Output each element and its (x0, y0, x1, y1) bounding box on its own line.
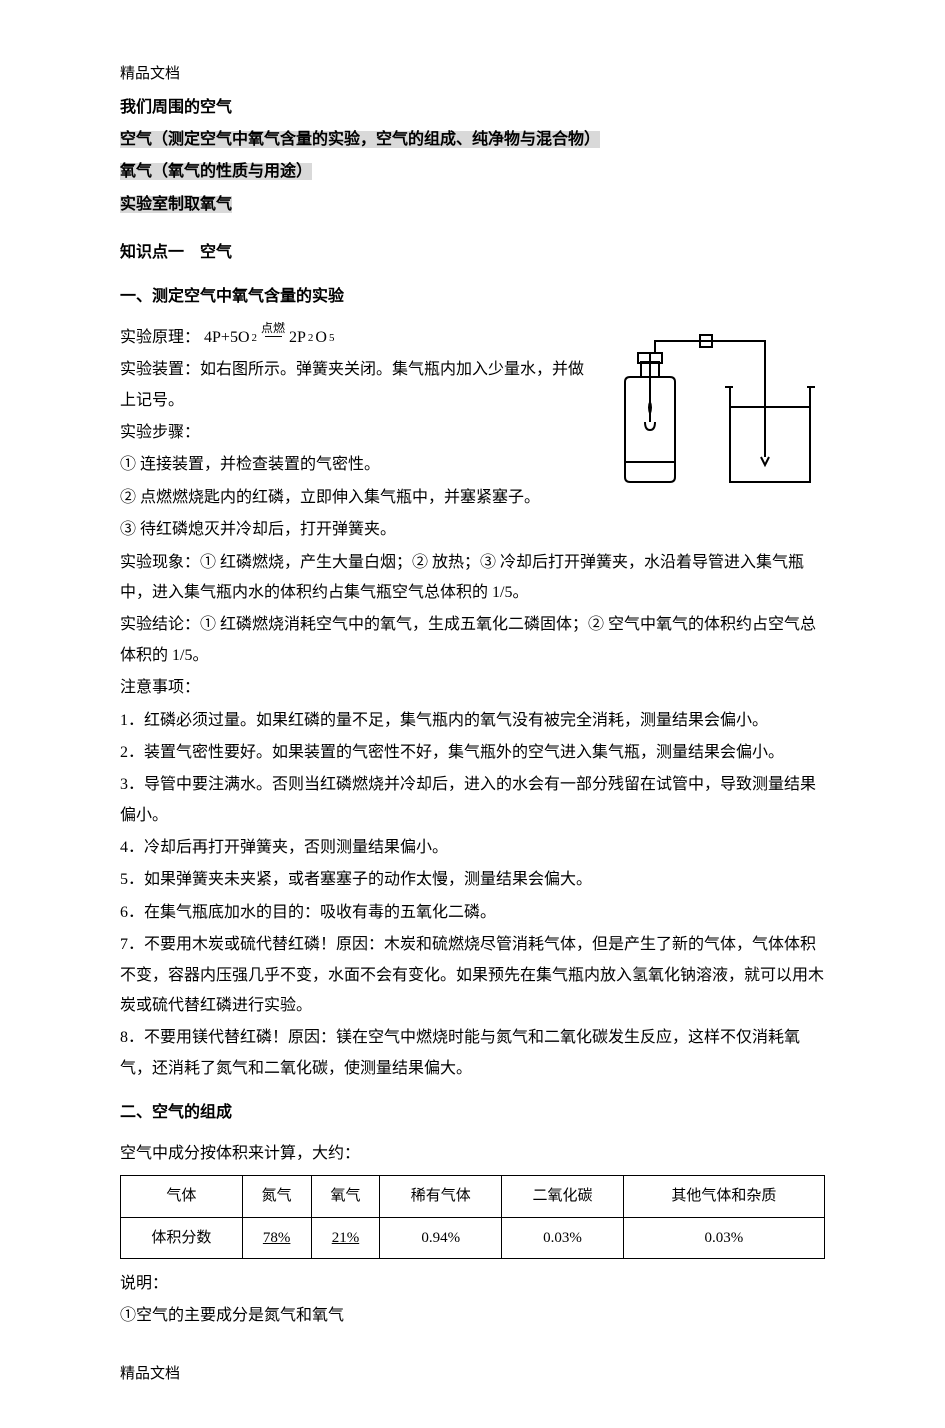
cell-fraction-label: 体积分数 (121, 1217, 243, 1259)
cell-o2: 氧气 (311, 1176, 380, 1218)
o2-value: 21% (332, 1230, 360, 1246)
note-7: 7．不要用木炭或硫代替红磷！原因：木炭和硫燃烧尽管消耗气体，但是产生了新的气体，… (120, 930, 825, 1021)
n2-value: 78% (263, 1230, 291, 1246)
formula-right-a: 2P (289, 323, 306, 353)
topic-lab: 实验室制取氧气 (120, 196, 232, 213)
note-4: 4．冷却后再打开弹簧夹，否则测量结果偏小。 (120, 833, 825, 863)
air-composition-table: 气体 氮气 氧气 稀有气体 二氧化碳 其他气体和杂质 体积分数 78% 21% … (120, 1175, 825, 1259)
table-row: 体积分数 78% 21% 0.94% 0.03% 0.03% (121, 1217, 825, 1259)
notes-label: 注意事项： (120, 673, 825, 703)
topic-air: 空气（测定空气中氧气含量的实验，空气的组成、纯净物与混合物） (120, 131, 600, 148)
step-3: ③ 待红磷熄灭并冷却后，打开弹簧夹。 (120, 515, 825, 545)
reaction-arrow: 点燃 (259, 322, 287, 349)
knowledge-point-1: 知识点一 空气 (120, 238, 825, 268)
principle-label: 实验原理： (120, 329, 200, 346)
cell-noble: 稀有气体 (380, 1176, 502, 1218)
cell-n2-val: 78% (242, 1217, 311, 1259)
note-2: 2．装置气密性要好。如果装置的气密性不好，集气瓶外的空气进入集气瓶，测量结果会偏… (120, 738, 825, 768)
table-row: 气体 氮气 氧气 稀有气体 二氧化碳 其他气体和杂质 (121, 1176, 825, 1218)
formula-right-b: O (315, 323, 327, 353)
formula-left: 4P+5O (204, 323, 249, 353)
arrow-condition: 点燃 (261, 322, 285, 335)
cell-co2: 二氧化碳 (502, 1176, 624, 1218)
cell-other-val: 0.03% (623, 1217, 824, 1259)
section-2-title: 二、空气的组成 (120, 1098, 825, 1128)
note-1: 1．红磷必须过量。如果红磷的量不足，集气瓶内的氧气没有被完全消耗，测量结果会偏小… (120, 706, 825, 736)
brand-footer: 精品文档 (120, 1360, 825, 1389)
formula-right-a-sub: 2 (308, 328, 314, 349)
section-1-title: 一、测定空气中氧气含量的实验 (120, 282, 825, 312)
topic-oxygen: 氧气（氧气的性质与用途） (120, 163, 312, 180)
explain-1: ①空气的主要成分是氮气和氧气 (120, 1301, 825, 1331)
cell-other: 其他气体和杂质 (623, 1176, 824, 1218)
cell-gas-label: 气体 (121, 1176, 243, 1218)
arrow-line (265, 336, 282, 350)
cell-noble-val: 0.94% (380, 1217, 502, 1259)
note-8: 8．不要用镁代替红磷！原因：镁在空气中燃烧时能与氮气和二氧化碳发生反应，这样不仅… (120, 1023, 825, 1084)
section-2-intro: 空气中成分按体积来计算，大约： (120, 1139, 825, 1169)
cell-co2-val: 0.03% (502, 1217, 624, 1259)
formula-left-sub: 2 (252, 328, 258, 349)
conclusion: 实验结论：① 红磷燃烧消耗空气中的氧气，生成五氧化二磷固体；② 空气中氧气的体积… (120, 610, 825, 671)
note-5: 5．如果弹簧夹未夹紧，或者塞塞子的动作太慢，测量结果会偏大。 (120, 865, 825, 895)
doc-title: 我们周围的空气 (120, 93, 825, 123)
formula-right-b-sub: 5 (329, 328, 335, 349)
apparatus-svg (605, 327, 825, 497)
note-3: 3．导管中要注满水。否则当红磷燃烧并冷却后，进入的水会有一部分残留在试管中，导致… (120, 770, 825, 831)
brand-header: 精品文档 (120, 60, 825, 89)
apparatus-diagram (605, 327, 825, 497)
cell-o2-val: 21% (311, 1217, 380, 1259)
explain-label: 说明： (120, 1269, 825, 1299)
cell-n2: 氮气 (242, 1176, 311, 1218)
reaction-formula: 4P+5O2 点燃 2P2O5 (204, 323, 334, 353)
note-6: 6．在集气瓶底加水的目的：吸收有毒的五氧化二磷。 (120, 898, 825, 928)
phenomena: 实验现象：① 红磷燃烧，产生大量白烟；② 放热；③ 冷却后打开弹簧夹，水沿着导管… (120, 548, 825, 609)
